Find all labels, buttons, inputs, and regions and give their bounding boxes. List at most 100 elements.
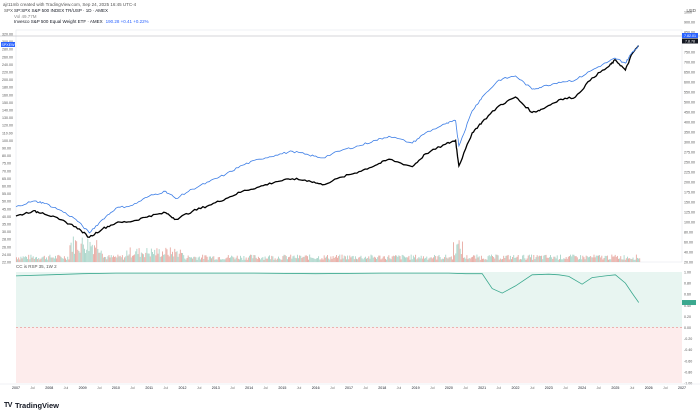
volume-bar: [564, 258, 566, 262]
volume-bar: [18, 257, 20, 262]
volume-bar: [319, 259, 321, 262]
volume-bar: [182, 253, 184, 262]
volume-bar: [571, 256, 573, 262]
x-tick-label: 2017: [345, 386, 353, 390]
rsp-line[interactable]: [15, 45, 639, 234]
spx-line[interactable]: [15, 45, 640, 239]
volume-bar: [611, 254, 613, 262]
x-tick-label: 2026: [645, 386, 653, 390]
volume-bar: [350, 257, 352, 262]
volume-bar: [82, 244, 84, 262]
volume-bar: [488, 255, 490, 262]
volume-bar: [398, 255, 400, 262]
volume-bar: [208, 256, 210, 262]
volume-bar: [284, 255, 286, 262]
volume-bar: [556, 255, 558, 262]
oscillator-line[interactable]: [15, 272, 640, 303]
volume-bar: [163, 254, 165, 262]
volume-bar: [101, 253, 103, 262]
volume-bar: [256, 258, 258, 262]
volume-bar: [298, 258, 299, 262]
volume-bar: [349, 255, 351, 262]
volume-bar: [465, 258, 467, 262]
volume-bar: [95, 247, 97, 262]
volume-bar: [198, 256, 200, 262]
volume-bar: [532, 259, 534, 262]
volume-bar: [67, 256, 69, 262]
left-y-tick-label: 90.00: [2, 147, 11, 151]
oscillator-y-tick-label: -0.80: [684, 370, 692, 374]
volume-bar: [464, 257, 466, 262]
right-y-tick-label: 600.00: [684, 81, 695, 85]
volume-bar: [518, 259, 520, 262]
volume-bar: [296, 254, 298, 262]
legend-volume-row[interactable]: Vol 49.77M: [14, 14, 149, 20]
indicator-label[interactable]: CC is RSP 35, 1W 2: [16, 264, 57, 269]
legend-compare-row[interactable]: Invesco S&P 500 Equal Weight ETF · AMEX 1…: [14, 19, 149, 25]
volume-bar: [57, 255, 59, 262]
right-y-tick-label: 300.00: [684, 141, 695, 145]
volume-bar: [487, 256, 489, 262]
volume-bar: [409, 259, 411, 262]
volume-bar: [449, 257, 451, 262]
volume-bar: [417, 258, 419, 262]
volume-bar: [129, 247, 131, 262]
volume-bar: [448, 257, 450, 262]
oscillator-y-tick-label: 1.00: [684, 271, 691, 275]
volume-bar: [178, 253, 180, 262]
volume-bar: [237, 258, 239, 262]
volume-bar: [581, 259, 583, 262]
volume-bar: [285, 256, 287, 262]
volume-bar: [352, 255, 354, 262]
volume-bar: [116, 257, 118, 262]
left-y-tick-label: 130.00: [2, 116, 13, 120]
volume-bar: [363, 257, 365, 262]
legend-main-row[interactable]: SP:SPX S&P 500 INDEX TR/USP · 1D · AMEX: [14, 8, 149, 14]
legend-main-text: SP:SPX S&P 500 INDEX TR/USP · 1D · AMEX: [14, 8, 109, 13]
volume-bar: [169, 247, 171, 262]
x-tick-label: Jul: [363, 386, 368, 390]
volume-bar: [405, 257, 407, 262]
volume-bar: [619, 258, 621, 262]
x-tick-label: Jul: [297, 386, 302, 390]
x-tick-label: 2007: [12, 386, 20, 390]
volume-bar: [357, 259, 359, 262]
x-tick-label: Jul: [197, 386, 202, 390]
volume-bar: [508, 259, 510, 262]
volume-bar: [32, 256, 34, 262]
volume-bar: [506, 255, 508, 262]
volume-bar: [105, 257, 107, 262]
volume-bar: [370, 254, 372, 262]
volume-bar: [115, 256, 117, 262]
volume-bar: [380, 259, 382, 262]
volume-bar: [424, 258, 425, 262]
right-y-tick-label: 80.00: [684, 231, 693, 235]
volume-bar: [196, 259, 198, 262]
volume-bar: [544, 254, 546, 262]
volume-bar: [246, 259, 248, 262]
volume-bar: [260, 259, 262, 262]
volume-bar: [233, 257, 235, 262]
volume-bar: [362, 259, 364, 262]
volume-bar: [391, 256, 393, 262]
left-y-tick-label: 60.00: [2, 185, 11, 189]
volume-bar: [444, 257, 446, 262]
volume-bar: [69, 245, 71, 262]
x-tick-label: Jul: [463, 386, 468, 390]
right-y-tick-label: 125.00: [684, 211, 695, 215]
volume-bar: [47, 259, 49, 262]
volume-bar: [599, 255, 601, 262]
volume-bar: [610, 259, 612, 262]
volume-bar: [177, 256, 179, 262]
volume-bar: [359, 256, 361, 262]
right-y-tick-label: 225.00: [684, 171, 695, 175]
volume-bar: [78, 250, 80, 262]
volume-bar: [23, 257, 25, 262]
volume-bar: [226, 257, 228, 262]
volume-bar: [269, 255, 270, 262]
volume-bar: [369, 258, 371, 262]
volume-bar: [447, 258, 449, 262]
volume-bar: [337, 257, 339, 262]
volume-bar: [331, 258, 333, 262]
